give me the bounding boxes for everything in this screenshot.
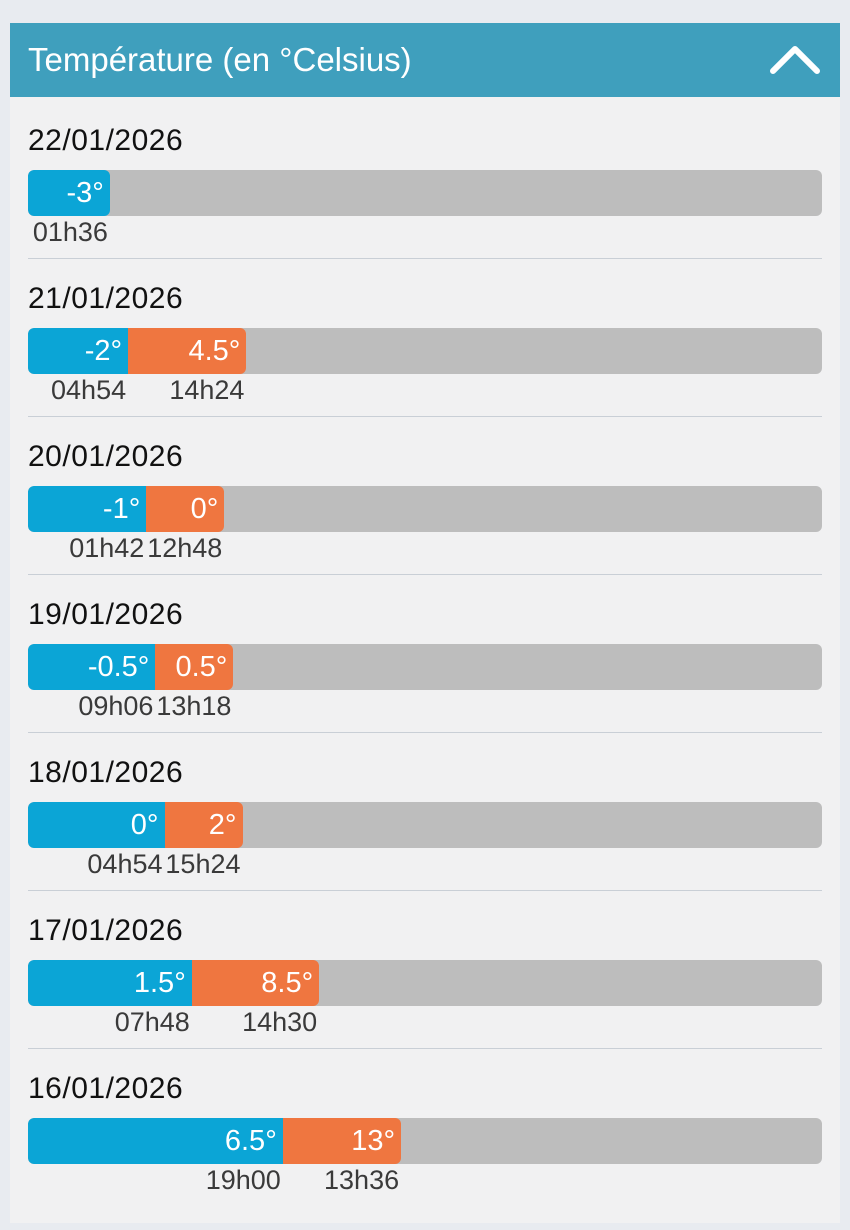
min-temperature-bar: 0° [28, 802, 165, 848]
max-temperature-time: 14h24 [169, 375, 245, 405]
day-row: 18/01/2026 0° 2° 04h54 15h24 [28, 756, 822, 914]
day-date: 16/01/2026 [28, 1072, 184, 1105]
temperature-panel: Température (en °Celsius) 22/01/2026 -3° 0… [10, 23, 840, 1223]
min-temperature-bar: -3° [28, 170, 110, 216]
temperature-bar-track: 6.5° 13° [28, 1118, 822, 1164]
day-row: 19/01/2026 -0.5° 0.5° 09h06 13h18 [28, 598, 822, 756]
temperature-bar-track: -3° [28, 170, 822, 216]
max-temperature-bar: 13° [282, 1118, 402, 1164]
max-temperature-bar: 0° [146, 486, 225, 532]
max-temperature-time: 13h18 [156, 691, 232, 721]
row-divider [28, 416, 822, 417]
row-divider [28, 1048, 822, 1049]
temperature-bar-track: 1.5° 8.5° [28, 960, 822, 1006]
max-temperature-time: 13h36 [324, 1165, 400, 1195]
row-divider [28, 732, 822, 733]
day-date: 20/01/2026 [28, 440, 184, 473]
day-date: 18/01/2026 [28, 756, 184, 789]
day-date: 22/01/2026 [28, 124, 184, 157]
day-row: 17/01/2026 1.5° 8.5° 07h48 14h30 [28, 914, 822, 1072]
max-temperature-time: 15h24 [165, 849, 241, 879]
temperature-bar-track: 0° 2° [28, 802, 822, 848]
day-row: 22/01/2026 -3° 01h36 [28, 124, 822, 282]
day-date: 17/01/2026 [28, 914, 184, 947]
chevron-up-icon[interactable] [766, 33, 824, 83]
panel-title: Température (en °Celsius) [28, 41, 412, 78]
min-temperature-bar: 1.5° [28, 960, 192, 1006]
min-temperature-time: 09h06 [78, 691, 154, 721]
day-row: 20/01/2026 -1° 0° 01h42 12h48 [28, 440, 822, 598]
day-row: 16/01/2026 6.5° 13° 19h00 13h36 [28, 1072, 822, 1230]
max-temperature-time: 14h30 [242, 1007, 318, 1037]
max-temperature-bar: 4.5° [128, 328, 247, 374]
row-divider [28, 258, 822, 259]
temperature-bar-track: -2° 4.5° [28, 328, 822, 374]
temperature-bar-track: -1° 0° [28, 486, 822, 532]
min-temperature-time: 04h54 [87, 849, 163, 879]
max-temperature-time: 12h48 [147, 533, 223, 563]
temperature-bar-track: -0.5° 0.5° [28, 644, 822, 690]
panel-header[interactable]: Température (en °Celsius) [10, 23, 840, 97]
day-date: 21/01/2026 [28, 282, 184, 315]
min-temperature-time: 07h48 [114, 1007, 190, 1037]
max-temperature-bar: 2° [164, 802, 243, 848]
min-temperature-bar: -1° [28, 486, 147, 532]
row-divider [28, 890, 822, 891]
max-temperature-bar: 8.5° [191, 960, 320, 1006]
day-row: 21/01/2026 -2° 4.5° 04h54 14h24 [28, 282, 822, 440]
min-temperature-time: 04h54 [51, 375, 127, 405]
row-divider [28, 574, 822, 575]
min-temperature-bar: 6.5° [28, 1118, 283, 1164]
min-temperature-bar: -2° [28, 328, 129, 374]
min-temperature-bar: -0.5° [28, 644, 156, 690]
max-temperature-bar: 0.5° [155, 644, 234, 690]
day-date: 19/01/2026 [28, 598, 184, 631]
min-temperature-time: 01h36 [32, 217, 108, 247]
min-temperature-time: 19h00 [205, 1165, 281, 1195]
min-temperature-time: 01h42 [69, 533, 145, 563]
